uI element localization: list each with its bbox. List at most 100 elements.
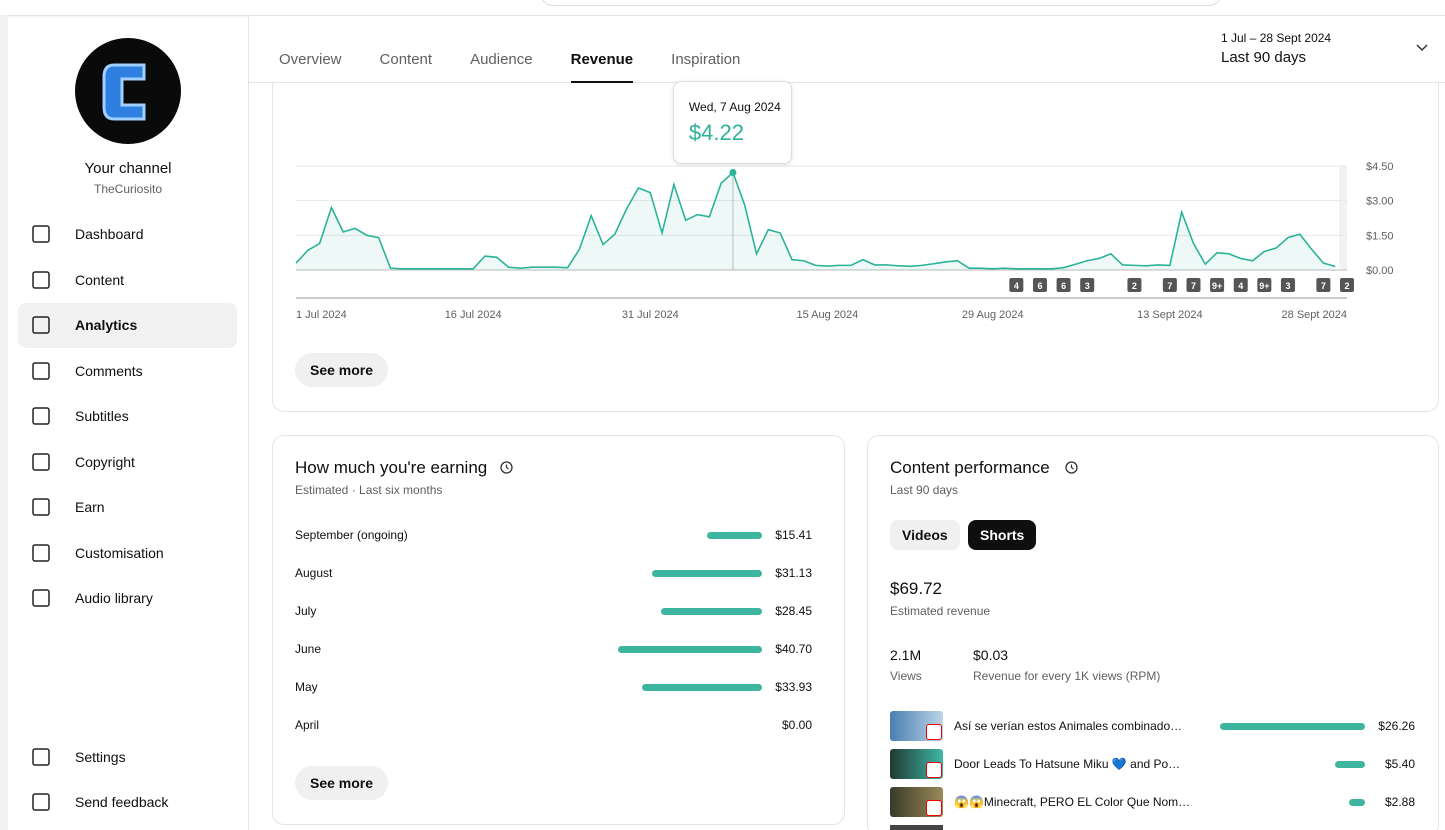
earnings-bar [641, 683, 762, 691]
tab[interactable]: Audience [470, 51, 533, 68]
video-marker: 7 [1162, 278, 1177, 292]
item-title[interactable]: Door Leads To Hatsune Miku 💙 and Po… [954, 757, 1181, 771]
video-marker: 7 [1316, 278, 1331, 292]
channel-title: Your channel [84, 160, 172, 177]
see-more-button[interactable]: See more [295, 766, 389, 800]
line [295, 171, 1336, 270]
item-title[interactable]: Así se verían estos Animales combinado… [954, 719, 1183, 733]
shorts-badge [926, 800, 942, 816]
earnings-subtitle: Estimated · Last six months [295, 483, 443, 497]
earnings-bar [707, 531, 762, 539]
avatar[interactable] [74, 37, 182, 145]
video-marker-box [1316, 278, 1331, 292]
video-marker-box [1340, 278, 1354, 292]
video-marker-box [1127, 278, 1142, 292]
toggle-button[interactable]: Videos [890, 520, 960, 550]
chevron[interactable] [1415, 43, 1429, 53]
item-title[interactable]: 😱😱Minecraft, PERO EL Color Que Nom… [954, 795, 1191, 809]
x-tick-label: 13 Sept 2024 [1137, 309, 1202, 321]
earnings-label: September (ongoing) [295, 528, 408, 542]
revenue-value: $69.72 [890, 579, 942, 598]
earnings-value: $0.00 [781, 718, 812, 732]
date-label[interactable]: Last 90 days [1221, 49, 1307, 66]
nav-icon [32, 407, 50, 425]
nav-item[interactable]: Copyright [75, 453, 135, 470]
nav-item[interactable]: Settings [75, 749, 126, 765]
nav-icon [32, 498, 50, 516]
content-subtitle: Last 90 days [890, 483, 959, 497]
nav-icon [32, 452, 50, 471]
earnings-value: $15.41 [775, 528, 812, 542]
tab[interactable]: Inspiration [671, 51, 741, 68]
x-tick-label: 28 Sept 2024 [1282, 309, 1347, 321]
y-tick-label: $3.00 [1366, 196, 1394, 208]
video-marker-label: 7 [1321, 281, 1326, 291]
item-bar [1335, 760, 1365, 768]
content-title: Content performance [890, 458, 1050, 477]
thumbnail [890, 825, 943, 830]
video-marker: 4 [1233, 278, 1248, 292]
nav-item[interactable]: Content [75, 271, 125, 288]
nav-item[interactable]: Comments [75, 362, 143, 379]
video-marker-box [1210, 278, 1225, 292]
shorts-badge [926, 724, 942, 740]
y-tick-label: $4.50 [1366, 161, 1394, 173]
current-period-band [1339, 166, 1347, 270]
y-tick-label: $1.50 [1366, 230, 1394, 242]
earnings-label: July [295, 604, 317, 618]
nav-item[interactable]: Analytics [75, 317, 138, 333]
earnings-title: How much you're earning [295, 458, 488, 477]
video-marker-label: 3 [1085, 281, 1090, 291]
tab-bar: Overview Content Audience Revenue Inspiratio… [249, 16, 1445, 83]
item-value: $5.40 [1384, 757, 1415, 771]
nav-item[interactable]: Send feedback [75, 794, 169, 810]
video-marker-box [1009, 278, 1024, 292]
history-icon[interactable] [500, 461, 513, 474]
see-more-button[interactable]: See more [295, 353, 389, 387]
tab[interactable]: Revenue [570, 51, 634, 83]
video-marker-box [1162, 278, 1177, 292]
earnings-card [272, 435, 845, 825]
item-value: $26.26 [1378, 719, 1415, 733]
earnings-bar [661, 607, 762, 615]
header [0, 0, 1445, 16]
earnings-bar [618, 645, 762, 653]
video-marker-label: 3 [1285, 281, 1290, 291]
nav-active-bg [18, 303, 237, 348]
channel-handle: TheCuriosito [93, 182, 163, 196]
nav-item[interactable]: Subtitles [75, 408, 129, 424]
video-marker-box [1233, 278, 1248, 292]
video-marker-label: 4 [1238, 281, 1243, 291]
video-marker: 2 [1127, 278, 1142, 292]
earnings-label: August [295, 566, 333, 580]
area [296, 172, 1336, 270]
video-marker-box [1280, 278, 1295, 292]
video-marker: 9+ [1210, 278, 1225, 292]
views-value: 2.1M [890, 647, 922, 663]
nav-item[interactable]: Customisation [75, 544, 164, 561]
video-marker-box [1186, 278, 1201, 292]
nav-icon [32, 225, 50, 243]
video-marker-box [1257, 278, 1272, 292]
tooltip: Wed, 7 Aug 2024 $4.22 [672, 81, 792, 164]
chart: $0.00 $1.50 $3.00 $4.50 1 Jul 2024 16 Jul 202… [295, 161, 1394, 321]
video-marker-label: 2 [1344, 281, 1349, 291]
chart-card [272, 40, 1439, 412]
nav-item[interactable]: Earn [75, 499, 105, 515]
video-marker: 4 [1009, 278, 1024, 292]
nav-icon [32, 793, 50, 811]
earnings-value: $40.70 [775, 642, 812, 656]
video-marker: 2 [1340, 278, 1354, 292]
nav-item[interactable]: Dashboard [75, 226, 144, 242]
nav-item[interactable]: Audio library [75, 590, 153, 606]
tabs: Overview Content Audience Revenue Inspiratio… [279, 51, 740, 83]
video-marker: 7 [1186, 278, 1201, 292]
y-tick-label: $0.00 [1366, 265, 1394, 277]
history-icon[interactable] [1065, 461, 1078, 474]
tab[interactable]: Content [379, 51, 433, 68]
search-box[interactable] [540, 0, 1222, 6]
video-marker: 6 [1032, 278, 1047, 292]
tab[interactable]: Overview [279, 51, 342, 68]
toggle-button[interactable]: Shorts [968, 520, 1037, 550]
